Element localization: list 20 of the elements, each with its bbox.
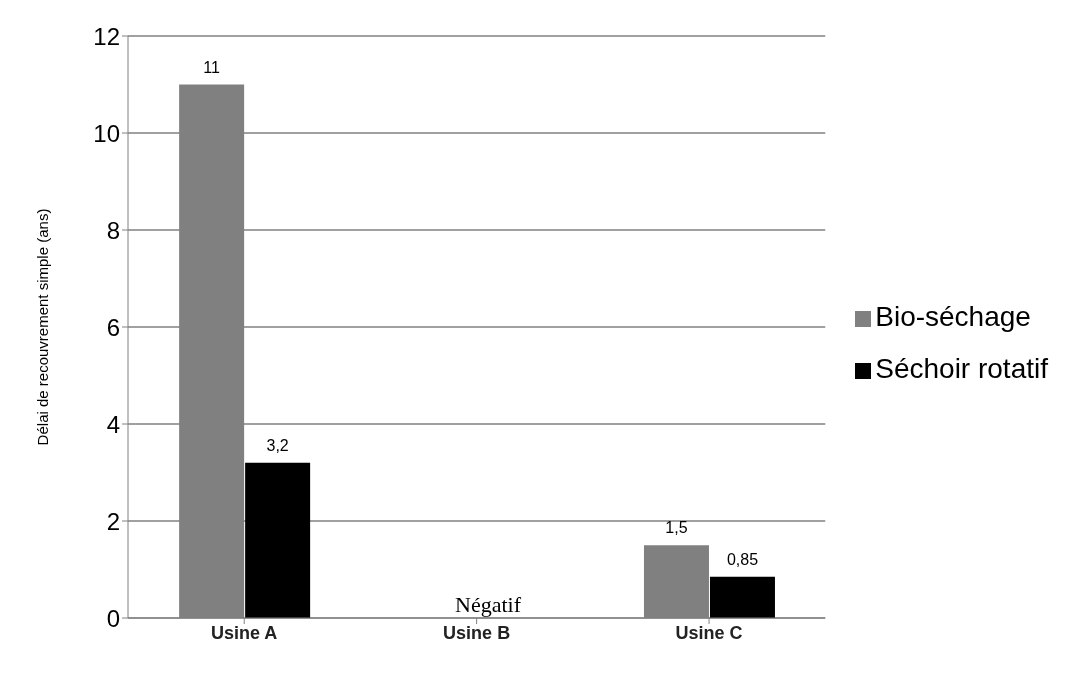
y-tick-label: 2 <box>106 507 120 535</box>
data-label: 0,85 <box>726 550 759 568</box>
data-label: 11 <box>203 58 221 76</box>
data-label: 3,2 <box>266 436 289 454</box>
y-tick-label: 12 <box>93 22 120 50</box>
legend-label: Séchoir rotatif <box>875 353 1048 384</box>
x-tick-label: Usine B <box>443 622 511 643</box>
bar <box>245 462 311 618</box>
data-label: 1,5 <box>665 519 688 537</box>
legend-label: Bio-séchage <box>875 301 1031 332</box>
y-tick-label: 4 <box>106 410 120 438</box>
bar <box>709 576 775 618</box>
y-tick-label: 6 <box>106 313 120 341</box>
y-tick-label: 8 <box>106 216 120 244</box>
x-tick-label: Usine C <box>675 622 743 643</box>
x-tick-label: Usine A <box>211 622 278 643</box>
annotation: Négatif <box>454 592 522 618</box>
y-axis-title: Délai de recouvrement simple (ans) <box>34 208 52 446</box>
y-tick-label: 10 <box>93 119 120 147</box>
y-tick-label: 0 <box>106 604 120 632</box>
